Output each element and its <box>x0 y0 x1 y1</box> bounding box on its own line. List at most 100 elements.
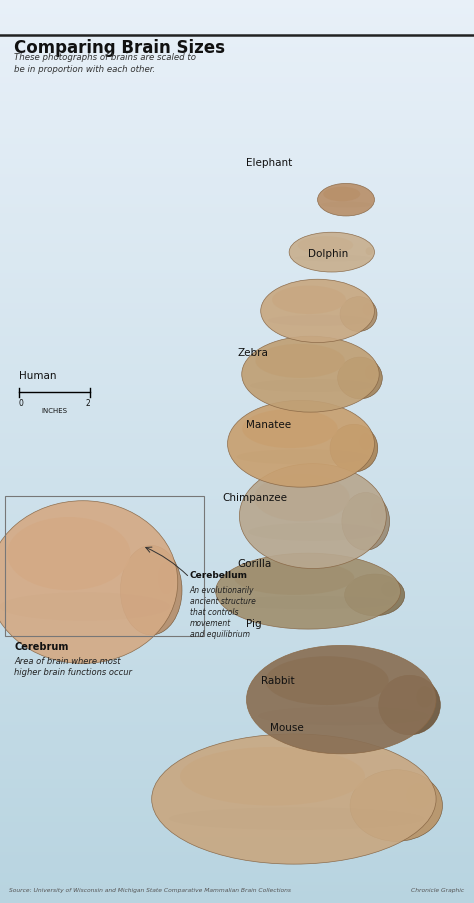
Ellipse shape <box>227 596 393 610</box>
Bar <box>0 117 474 120</box>
Bar <box>0 0 474 3</box>
Bar <box>0 815 474 819</box>
Bar <box>0 93 474 97</box>
Bar <box>0 813 474 815</box>
Ellipse shape <box>379 675 440 735</box>
Text: These photographs of brains are scaled to
be in proportion with each other.: These photographs of brains are scaled t… <box>14 53 196 74</box>
Ellipse shape <box>289 233 374 273</box>
Bar <box>0 129 474 133</box>
Bar <box>0 440 474 442</box>
Bar <box>0 352 474 355</box>
Bar <box>0 174 474 178</box>
Bar <box>0 274 474 277</box>
Bar <box>0 626 474 629</box>
Bar <box>0 172 474 174</box>
Bar <box>0 623 474 626</box>
Bar <box>0 79 474 81</box>
Bar <box>0 873 474 876</box>
Bar <box>0 3 474 6</box>
Bar <box>0 644 474 647</box>
Bar <box>0 427 474 431</box>
Bar <box>0 325 474 328</box>
Bar <box>0 298 474 301</box>
Ellipse shape <box>359 433 372 451</box>
Bar <box>0 575 474 578</box>
Ellipse shape <box>0 592 170 621</box>
Bar <box>0 289 474 292</box>
Bar <box>0 431 474 433</box>
Bar <box>0 328 474 331</box>
Text: 0: 0 <box>19 398 24 407</box>
Text: Cerebrum: Cerebrum <box>14 641 69 651</box>
Bar <box>0 743 474 747</box>
Bar <box>0 208 474 210</box>
Bar <box>0 499 474 503</box>
Ellipse shape <box>345 574 405 616</box>
Bar <box>0 361 474 364</box>
Bar <box>0 819 474 822</box>
Ellipse shape <box>158 562 175 594</box>
Bar <box>0 418 474 422</box>
Bar <box>0 295 474 298</box>
Bar <box>0 181 474 183</box>
Bar <box>0 253 474 256</box>
Bar <box>0 286 474 289</box>
Bar <box>0 849 474 852</box>
Bar <box>0 879 474 882</box>
Bar <box>0 461 474 463</box>
Ellipse shape <box>180 747 365 805</box>
Bar <box>0 822 474 824</box>
Text: Manatee: Manatee <box>246 420 292 430</box>
Bar <box>0 707 474 711</box>
Bar <box>0 48 474 51</box>
Bar <box>0 497 474 499</box>
Bar <box>0 722 474 725</box>
Bar <box>0 810 474 813</box>
Bar <box>0 738 474 740</box>
Text: Zebra: Zebra <box>237 348 268 358</box>
Bar <box>0 154 474 156</box>
Bar <box>0 45 474 48</box>
Ellipse shape <box>169 807 425 830</box>
Text: INCHES: INCHES <box>42 407 67 414</box>
Bar <box>0 587 474 590</box>
Bar <box>0 503 474 506</box>
Bar <box>0 479 474 481</box>
Bar <box>0 560 474 563</box>
Bar <box>0 340 474 343</box>
Bar <box>0 214 474 217</box>
Bar <box>0 210 474 214</box>
Bar <box>0 452 474 454</box>
Bar <box>0 512 474 515</box>
Bar <box>0 535 474 539</box>
Bar <box>0 747 474 749</box>
Bar <box>0 759 474 761</box>
Bar <box>0 21 474 24</box>
Bar <box>0 515 474 517</box>
Text: Area of brain where most
higher brain functions occur: Area of brain where most higher brain fu… <box>14 656 132 676</box>
Bar <box>0 18 474 21</box>
Bar <box>0 24 474 27</box>
Bar <box>0 695 474 698</box>
Bar <box>0 165 474 169</box>
Bar <box>0 641 474 644</box>
Bar <box>0 686 474 689</box>
Ellipse shape <box>321 202 372 209</box>
Bar <box>0 199 474 201</box>
Bar <box>0 283 474 286</box>
Bar <box>0 774 474 777</box>
Bar <box>0 70 474 72</box>
Ellipse shape <box>371 503 384 525</box>
Bar <box>0 680 474 684</box>
Text: Gorilla: Gorilla <box>237 558 271 568</box>
Bar <box>0 833 474 837</box>
Bar <box>0 156 474 160</box>
Bar <box>0 277 474 280</box>
Bar <box>0 590 474 593</box>
Bar <box>0 445 474 449</box>
Bar <box>0 797 474 801</box>
Bar <box>0 677 474 680</box>
Bar <box>0 521 474 524</box>
Bar <box>0 675 474 677</box>
Bar <box>0 786 474 788</box>
